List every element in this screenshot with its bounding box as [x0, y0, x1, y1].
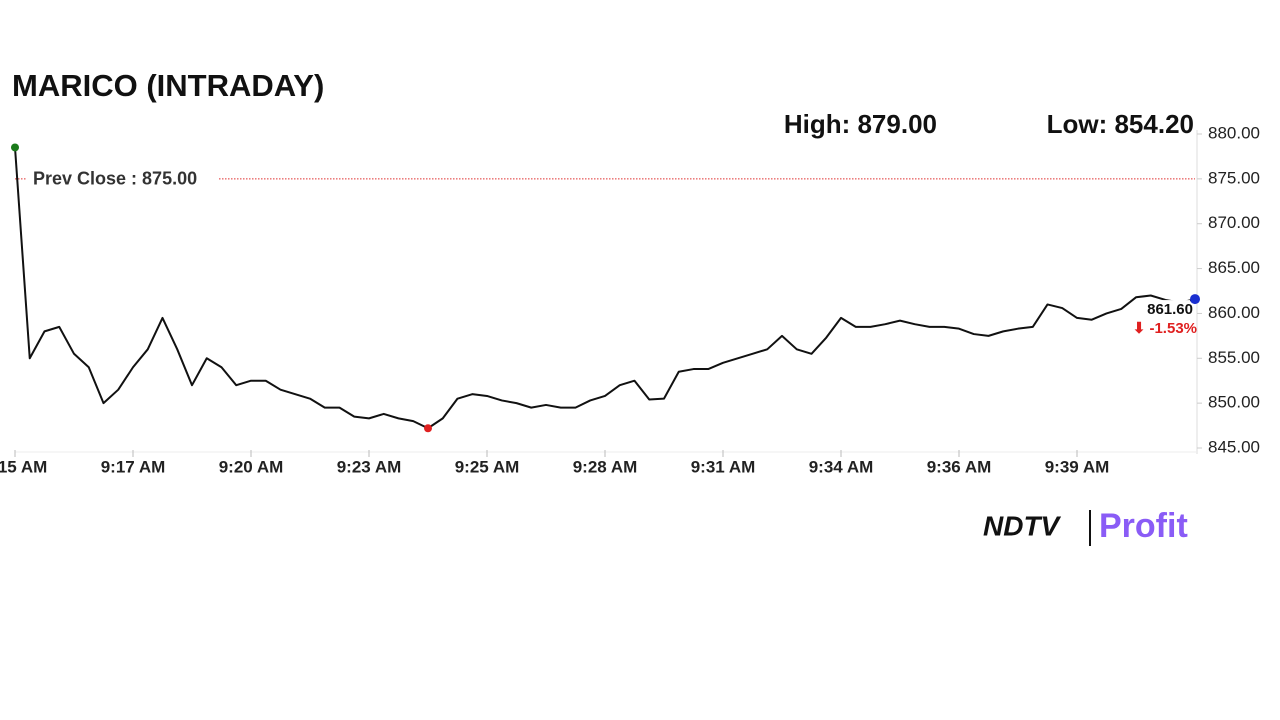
y-tick-label: 875.00 [1208, 168, 1260, 187]
low-marker [424, 424, 432, 433]
change-label: ⬇ -1.53% [1133, 320, 1197, 337]
x-tick-label: 9:39 AM [1045, 457, 1110, 476]
y-tick-label: 860.00 [1208, 303, 1260, 322]
price-line [14, 147, 1196, 430]
x-tick-label: 9:31 AM [691, 457, 756, 476]
prev-close-label: Prev Close : 875.00 [33, 169, 197, 189]
x-tick-label: 9:36 AM [927, 457, 992, 476]
y-tick-label: 870.00 [1208, 213, 1260, 232]
start-marker [11, 143, 19, 152]
x-tick-label: 9:34 AM [809, 457, 874, 476]
y-tick-label: 880.00 [1208, 123, 1260, 142]
chart-title: MARICO (INTRADAY) [12, 68, 324, 103]
x-tick-label: 9:25 AM [455, 457, 520, 476]
x-tick-label: 9:17 AM [101, 457, 166, 476]
y-tick-label: 845.00 [1208, 437, 1260, 456]
x-tick-label: 9:28 AM [573, 457, 638, 476]
last-label: 861.60 [1147, 301, 1193, 318]
prev-close-bg [26, 166, 218, 191]
x-tick-label: 9:20 AM [219, 457, 284, 476]
x-tick-label: 9:15 AM [0, 457, 47, 476]
brand-logo: NDTV Profit [983, 507, 1188, 546]
brand-name: NDTV [983, 510, 1062, 541]
y-tick-label: 855.00 [1208, 348, 1260, 367]
brand-product: Profit [1099, 507, 1188, 545]
high-label: High: 879.00 [784, 109, 937, 139]
y-tick-label: 865.00 [1208, 258, 1260, 277]
x-tick-label: 9:23 AM [337, 457, 402, 476]
end-marker [1190, 294, 1200, 305]
y-tick-label: 850.00 [1208, 393, 1260, 412]
low-label: Low: 854.20 [1047, 109, 1194, 139]
last-label-bg [1138, 300, 1190, 321]
